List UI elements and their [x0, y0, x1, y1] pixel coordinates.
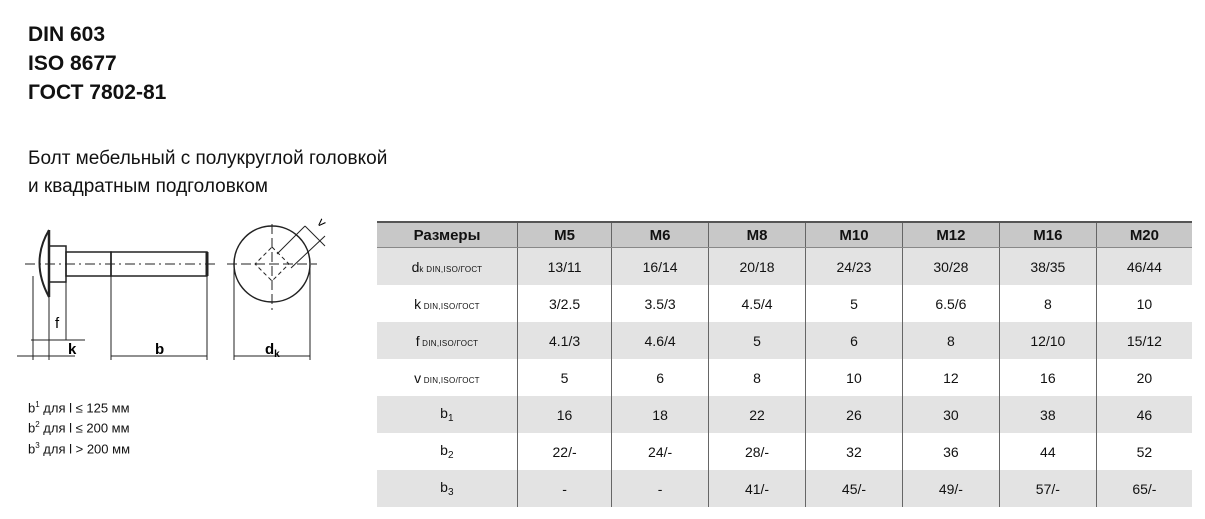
table-cell: 30	[901, 396, 1000, 433]
table-cell: 46	[1095, 396, 1192, 433]
row-label: b3	[377, 470, 518, 507]
table-cell: 52	[1095, 433, 1192, 470]
table-row: b3- -41/- 45/- 49/- 57/- 65/-	[377, 470, 1192, 507]
table-row: k DIN,ISO/ГОСТ 3/2.5 3.5/3 4.5/4 5 6.5/6 8 10	[377, 285, 1192, 322]
table-cell: 65/-	[1095, 470, 1192, 507]
table-cell: 20/18	[708, 247, 806, 285]
table-cell: 10	[1095, 285, 1192, 322]
table-cell: 16/14	[611, 247, 709, 285]
table-row: v DIN,ISO/ГОСТ 5 6 8 10 12 16 20	[377, 359, 1192, 396]
table-cell: 6	[611, 359, 709, 396]
table-cell: 57/-	[998, 470, 1097, 507]
note-b1: b1 для l ≤ 125 мм	[28, 400, 130, 416]
table-row: dk DIN,ISO/ГОСТ 13/11 16/14 20/18 24/23 30/28…	[377, 247, 1192, 285]
table-cell: 49/-	[901, 470, 1000, 507]
table-cell: 45/-	[805, 470, 903, 507]
table-cell: 18	[611, 396, 709, 433]
table-cell: -	[516, 470, 612, 507]
table-cell: 13/11	[516, 247, 612, 285]
bolt-drawing: f k b dk v	[17, 215, 330, 360]
table-row: b2 22/- 24/- 28/- 32 36 44 52	[377, 433, 1192, 470]
table-cell: 26	[805, 396, 903, 433]
table-cell: 24/-	[611, 433, 709, 470]
svg-text:k: k	[68, 341, 77, 358]
row-label: f DIN,ISO/ГОСТ	[377, 322, 518, 359]
table-cell: 4.5/4	[708, 285, 806, 322]
row-label: k DIN,ISO/ГОСТ	[414, 295, 480, 312]
dimensions-table: Размеры M5 M6 M8 M10 M12 M16 M20 dk DIN,ISO/ГОС…	[377, 221, 1192, 507]
table-cell: 28/-	[708, 433, 806, 470]
column-header: M20	[1095, 222, 1192, 248]
table-cell: 6.5/6	[901, 285, 1000, 322]
column-header: M5	[516, 222, 612, 248]
table-cell: 20	[1095, 359, 1192, 396]
table-cell: 12/10	[998, 322, 1097, 359]
table-cell: 44	[998, 433, 1097, 470]
table-cell: -	[611, 470, 709, 507]
table-cell: 22	[708, 396, 806, 433]
table-cell: 22/-	[516, 433, 612, 470]
table-cell: 8	[708, 359, 806, 396]
table-cell: 6	[805, 322, 903, 359]
note-b2: b2 для l ≤ 200 мм	[28, 420, 130, 436]
table-cell: 38	[998, 396, 1097, 433]
table-cell: 38/35	[998, 247, 1097, 285]
standard-iso: ISO 8677	[28, 52, 117, 75]
table-cell: 30/28	[901, 247, 1000, 285]
svg-text:dk: dk	[265, 341, 280, 360]
table-cell: 8	[998, 285, 1097, 322]
table-cell: 3.5/3	[611, 285, 709, 322]
column-header: M10	[805, 222, 903, 248]
length-notes: b1 для l ≤ 125 мм b2 для l ≤ 200 мм b3 д…	[28, 396, 130, 457]
row-label: v DIN,ISO/ГОСТ	[414, 369, 480, 386]
table-cell: 5	[516, 359, 612, 396]
standard-din: DIN 603	[28, 23, 106, 46]
column-header: M8	[708, 222, 806, 248]
table-cell: 10	[805, 359, 903, 396]
column-header: M6	[611, 222, 709, 248]
table-cell: 46/44	[1095, 247, 1192, 285]
table-cell: 32	[805, 433, 903, 470]
table-cell: 5	[805, 285, 903, 322]
table-cell: 4.1/3	[516, 322, 612, 359]
column-header: M16	[998, 222, 1097, 248]
row-label: b1	[377, 396, 518, 433]
note-b3: b3 для l > 200 мм	[28, 440, 131, 456]
table-row: b1 16 18 22 26 30 38 46	[377, 396, 1192, 433]
table-row: f DIN,ISO/ГОСТ 4.1/3 4.6/4 5 6 8 12/10 15/12	[377, 322, 1192, 359]
standard-gost: ГОСТ 7802-81	[28, 81, 167, 104]
table-cell: 4.6/4	[611, 322, 709, 359]
table-cell: 3/2.5	[516, 285, 612, 322]
column-header: M12	[901, 222, 1000, 248]
table-cell: 36	[901, 433, 1000, 470]
row-label: b2	[440, 442, 454, 461]
svg-text:f: f	[55, 315, 60, 332]
table-cell: 5	[708, 322, 806, 359]
table-cell: 16	[998, 359, 1097, 396]
table-cell: 12	[901, 359, 1000, 396]
row-label: dk DIN,ISO/ГОСТ	[377, 247, 518, 285]
product-description: Болт мебельный с полукруглой головкой и …	[28, 148, 388, 197]
table-cell: 24/23	[805, 247, 903, 285]
table-cell: 16	[516, 396, 612, 433]
svg-text:v: v	[314, 215, 330, 231]
table-cell: 41/-	[708, 470, 806, 507]
table-cell: 15/12	[1095, 322, 1192, 359]
table-cell: 8	[901, 322, 1000, 359]
svg-text:b: b	[155, 341, 164, 358]
column-header: Размеры	[377, 222, 518, 248]
